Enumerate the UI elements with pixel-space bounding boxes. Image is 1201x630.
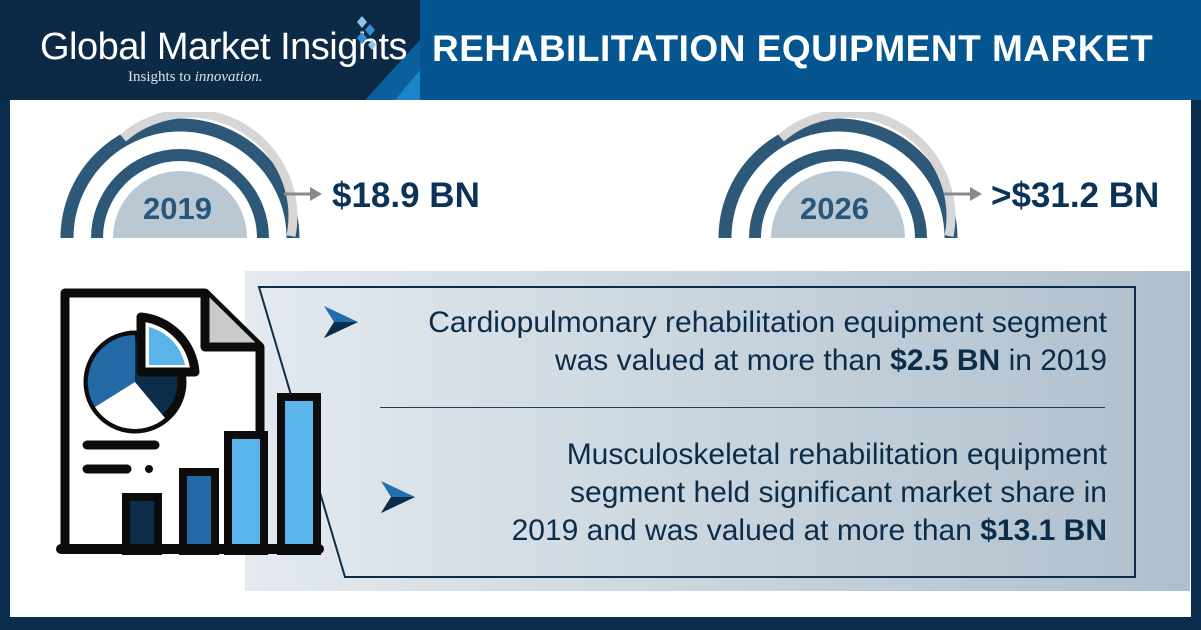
facts-divider [380, 407, 1105, 408]
market-value: >$31.2 BN [991, 176, 1160, 215]
fact-text: 2019 and was valued at more than [511, 514, 972, 547]
fact-cardiopulmonary: Cardiopulmonary rehabilitation equipment… [428, 304, 1107, 380]
year-label: 2019 [143, 191, 212, 226]
bullet-arrow-icon [381, 481, 415, 513]
tagline-prefix: Insights to [128, 69, 191, 85]
pie-chart-icon [83, 312, 200, 434]
fact-text: in 2019 [1008, 344, 1107, 377]
fact-highlight-value: $2.5 BN [890, 344, 1001, 377]
fact-text: was valued at more than [554, 344, 882, 377]
gauge-icon [60, 112, 300, 239]
fact-line: 2019 and was valued at more than $13.1 B… [512, 512, 1107, 550]
gauge-icon [718, 112, 958, 239]
logo-diamond-icon [357, 16, 376, 50]
year-label: 2026 [800, 191, 869, 226]
fact-line: segment held significant market share in [570, 476, 1107, 509]
fact-highlight-value: $13.1 BN [980, 514, 1107, 547]
logo-wedge [365, 40, 420, 100]
brand-name: Global Market Insights [40, 26, 408, 68]
brand-tagline: Insights to innovation. [128, 69, 263, 86]
fact-musculoskeletal: Musculoskeletal rehabilitation equipment… [512, 436, 1107, 550]
market-value: $18.9 BN [332, 176, 480, 215]
fact-line: was valued at more than $2.5 BN in 2019 [428, 342, 1107, 380]
logo-block [0, 0, 420, 100]
right-arrow-icon [944, 187, 982, 201]
bullet-arrow-icon [324, 306, 358, 338]
tagline-emphasis: innovation. [194, 69, 263, 85]
document-chart-icon [56, 288, 324, 555]
fact-line: Musculoskeletal rehabilitation equipment [566, 438, 1107, 471]
page-title: REHABILITATION EQUIPMENT MARKET [432, 28, 1154, 69]
right-arrow-icon [284, 187, 322, 201]
header-band [420, 0, 1201, 100]
facts-callout [245, 271, 1190, 591]
fact-line: Cardiopulmonary rehabilitation equipment… [428, 306, 1107, 339]
bar-chart-icon [56, 393, 324, 555]
